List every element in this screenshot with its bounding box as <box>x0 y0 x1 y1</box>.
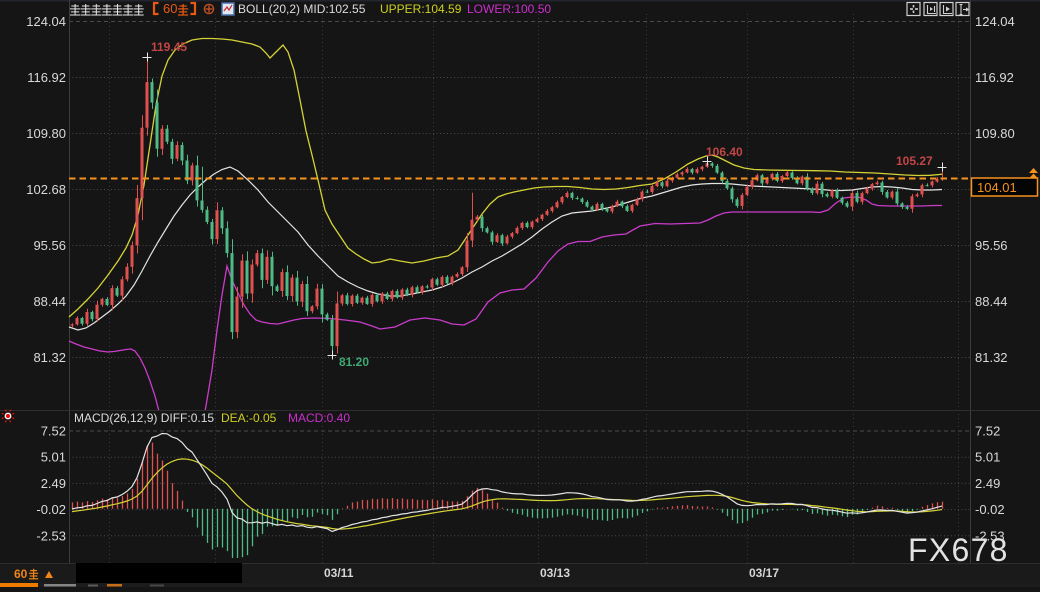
svg-text:81.32: 81.32 <box>33 350 66 365</box>
svg-text:LOWER:100.50: LOWER:100.50 <box>467 2 551 16</box>
svg-text:03/13: 03/13 <box>540 566 570 580</box>
svg-text:119.45: 119.45 <box>151 40 187 54</box>
svg-text:81.20: 81.20 <box>339 355 369 369</box>
svg-text:95.56: 95.56 <box>975 238 1008 253</box>
svg-text:5.01: 5.01 <box>975 450 1000 465</box>
svg-text:95.56: 95.56 <box>33 238 66 253</box>
svg-text:MACD(26,12,9) DIFF:0.15: MACD(26,12,9) DIFF:0.15 <box>74 411 214 425</box>
svg-text:106.40: 106.40 <box>706 145 743 159</box>
svg-text:124.04: 124.04 <box>26 14 66 29</box>
svg-text:88.44: 88.44 <box>975 294 1008 309</box>
svg-text:2.49: 2.49 <box>41 476 66 491</box>
svg-text:7.52: 7.52 <box>41 424 66 439</box>
svg-text:60: 60 <box>14 567 28 581</box>
svg-text:5.01: 5.01 <box>41 450 66 465</box>
svg-text:60: 60 <box>163 1 177 16</box>
svg-text:102.68: 102.68 <box>26 182 66 197</box>
svg-text:109.80: 109.80 <box>26 126 66 141</box>
svg-text:104.01: 104.01 <box>977 180 1017 195</box>
svg-text:2.49: 2.49 <box>975 476 1000 491</box>
svg-text:MACD:0.40: MACD:0.40 <box>288 411 350 425</box>
svg-text:116.92: 116.92 <box>27 70 66 85</box>
svg-text:BOLL(20,2) MID:102.55: BOLL(20,2) MID:102.55 <box>238 2 366 16</box>
svg-text:-2.53: -2.53 <box>975 528 1005 543</box>
svg-text:DEA:-0.05: DEA:-0.05 <box>221 411 277 425</box>
svg-text:109.80: 109.80 <box>975 126 1015 141</box>
svg-text:03/17: 03/17 <box>749 566 779 580</box>
svg-text:88.44: 88.44 <box>33 294 66 309</box>
svg-text:-2.53: -2.53 <box>36 528 66 543</box>
svg-text:105.27: 105.27 <box>896 154 933 168</box>
svg-text:7.52: 7.52 <box>975 424 1000 439</box>
svg-text:-0.02: -0.02 <box>36 502 66 517</box>
svg-text:UPPER:104.59: UPPER:104.59 <box>380 2 462 16</box>
svg-text:03/11: 03/11 <box>324 566 354 580</box>
svg-text:FX678: FX678 <box>908 532 1009 568</box>
svg-text:116.92: 116.92 <box>975 70 1014 85</box>
svg-text:81.32: 81.32 <box>975 350 1008 365</box>
svg-text:124.04: 124.04 <box>975 14 1015 29</box>
svg-text:-0.02: -0.02 <box>975 502 1005 517</box>
